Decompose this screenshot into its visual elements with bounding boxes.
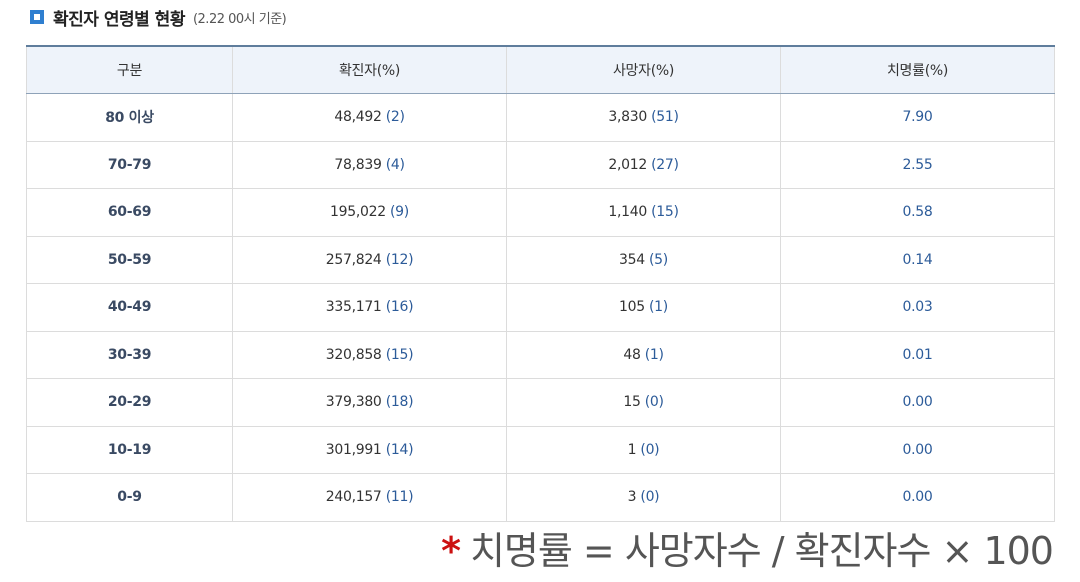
confirmed-percent: (14) — [385, 441, 414, 458]
confirmed-cell: 240,157 (11) — [232, 473, 507, 522]
confirmed-count: 379,380 — [325, 394, 382, 411]
fatality-rate-cell: 0.14 — [780, 235, 1055, 284]
fatality-rate-cell: 0.00 — [780, 378, 1055, 427]
table-row: 60-69 195,022 (9) 1,140 (15) 0.58 — [26, 188, 1055, 237]
deaths-count: 1 — [627, 441, 637, 458]
deaths-percent: (27) — [651, 156, 679, 173]
deaths-cell: 3 (0) — [506, 473, 781, 522]
deaths-percent: (1) — [644, 346, 664, 363]
deaths-count: 354 — [619, 251, 645, 268]
deaths-cell: 15 (0) — [506, 378, 781, 427]
confirmed-percent: (12) — [385, 251, 414, 268]
deaths-percent: (5) — [649, 251, 668, 268]
header-fatality: 치명률(%) — [780, 46, 1055, 94]
section-header: 확진자 연령별 현황 (2.22 00시 기준) — [30, 4, 287, 30]
deaths-cell: 3,830 (51) — [506, 93, 781, 142]
deaths-cell: 354 (5) — [506, 235, 781, 284]
asterisk-mark: * — [441, 529, 461, 573]
age-group-cell: 0-9 — [26, 473, 233, 522]
section-title: 확진자 연령별 현황 — [53, 9, 185, 30]
age-group-cell: 60-69 — [26, 188, 233, 237]
table-row: 10-19 301,991 (14) 1 (0) 0.00 — [26, 425, 1055, 474]
age-group-cell: 40-49 — [26, 283, 233, 332]
section-subtitle: (2.22 00시 기준) — [192, 11, 287, 27]
fatality-rate-cell: 0.03 — [780, 283, 1055, 332]
deaths-percent: (0) — [640, 441, 660, 458]
age-group-cell: 50-59 — [26, 235, 233, 284]
formula-text: 치명률 = 사망자수 / 확진자수 × 100 — [469, 529, 1054, 573]
confirmed-count: 48,492 — [334, 109, 382, 126]
deaths-percent: (0) — [644, 394, 664, 411]
deaths-percent: (51) — [651, 109, 679, 126]
confirmed-percent: (4) — [385, 156, 405, 173]
deaths-cell: 105 (1) — [506, 283, 781, 332]
table-header-row: 구분 확진자(%) 사망자(%) 치명률(%) — [26, 46, 1055, 94]
deaths-cell: 1 (0) — [506, 425, 781, 474]
confirmed-percent: (18) — [385, 394, 414, 411]
age-group-cell: 30-39 — [26, 330, 233, 379]
confirmed-count: 240,157 — [325, 489, 382, 506]
confirmed-percent: (2) — [385, 109, 405, 126]
deaths-count: 3,830 — [608, 109, 647, 126]
deaths-cell: 48 (1) — [506, 330, 781, 379]
table-row: 30-39 320,858 (15) 48 (1) 0.01 — [26, 330, 1055, 379]
fatality-rate-cell: 0.00 — [780, 425, 1055, 474]
confirmed-count: 335,171 — [325, 299, 382, 316]
age-group-cell: 10-19 — [26, 425, 233, 474]
fatality-formula-note: * 치명률 = 사망자수 / 확진자수 × 100 — [441, 529, 1054, 573]
confirmed-percent: (9) — [390, 204, 409, 221]
confirmed-cell: 78,839 (4) — [232, 140, 507, 189]
confirmed-cell: 195,022 (9) — [232, 188, 507, 237]
table-row: 40-49 335,171 (16) 105 (1) 0.03 — [26, 283, 1055, 332]
deaths-cell: 2,012 (27) — [506, 140, 781, 189]
table-row: 50-59 257,824 (12) 354 (5) 0.14 — [26, 235, 1055, 284]
confirmed-cell: 301,991 (14) — [232, 425, 507, 474]
fatality-rate-cell: 0.00 — [780, 473, 1055, 522]
confirmed-cell: 335,171 (16) — [232, 283, 507, 332]
deaths-count: 15 — [623, 394, 641, 411]
header-deaths: 사망자(%) — [506, 46, 781, 94]
confirmed-percent: (16) — [385, 299, 414, 316]
confirmed-cell: 48,492 (2) — [232, 93, 507, 142]
confirmed-count: 195,022 — [330, 204, 386, 221]
confirmed-percent: (11) — [385, 489, 414, 506]
deaths-count: 48 — [623, 346, 641, 363]
age-group-cell: 80 이상 — [26, 93, 233, 142]
confirmed-cell: 320,858 (15) — [232, 330, 507, 379]
deaths-percent: (0) — [640, 489, 660, 506]
header-confirmed: 확진자(%) — [232, 46, 507, 94]
confirmed-count: 257,824 — [325, 251, 382, 268]
deaths-percent: (1) — [649, 299, 668, 316]
table-row: 80 이상 48,492 (2) 3,830 (51) 7.90 — [26, 93, 1055, 142]
confirmed-count: 78,839 — [334, 156, 382, 173]
age-group-cell: 70-79 — [26, 140, 233, 189]
header-category: 구분 — [26, 46, 233, 94]
square-bullet-icon — [30, 10, 44, 24]
table-row: 20-29 379,380 (18) 15 (0) 0.00 — [26, 378, 1055, 427]
deaths-cell: 1,140 (15) — [506, 188, 781, 237]
fatality-rate-cell: 0.58 — [780, 188, 1055, 237]
confirmed-percent: (15) — [385, 346, 414, 363]
fatality-rate-cell: 2.55 — [780, 140, 1055, 189]
deaths-count: 105 — [619, 299, 645, 316]
deaths-count: 3 — [627, 489, 637, 506]
table-row: 0-9 240,157 (11) 3 (0) 0.00 — [26, 473, 1055, 522]
confirmed-cell: 257,824 (12) — [232, 235, 507, 284]
fatality-rate-cell: 7.90 — [780, 93, 1055, 142]
confirmed-cell: 379,380 (18) — [232, 378, 507, 427]
fatality-rate-cell: 0.01 — [780, 330, 1055, 379]
deaths-percent: (15) — [651, 204, 679, 221]
age-group-cell: 20-29 — [26, 378, 233, 427]
table-row: 70-79 78,839 (4) 2,012 (27) 2.55 — [26, 140, 1055, 189]
deaths-count: 2,012 — [608, 156, 647, 173]
deaths-count: 1,140 — [608, 204, 647, 221]
confirmed-count: 301,991 — [325, 441, 382, 458]
confirmed-count: 320,858 — [325, 346, 382, 363]
table-body: 80 이상 48,492 (2) 3,830 (51) 7.90 70-79 78,839… — [26, 93, 1055, 522]
age-stats-table: 구분 확진자(%) 사망자(%) 치명률(%) 80 이상 48,492 (2) 3… — [26, 45, 1055, 522]
